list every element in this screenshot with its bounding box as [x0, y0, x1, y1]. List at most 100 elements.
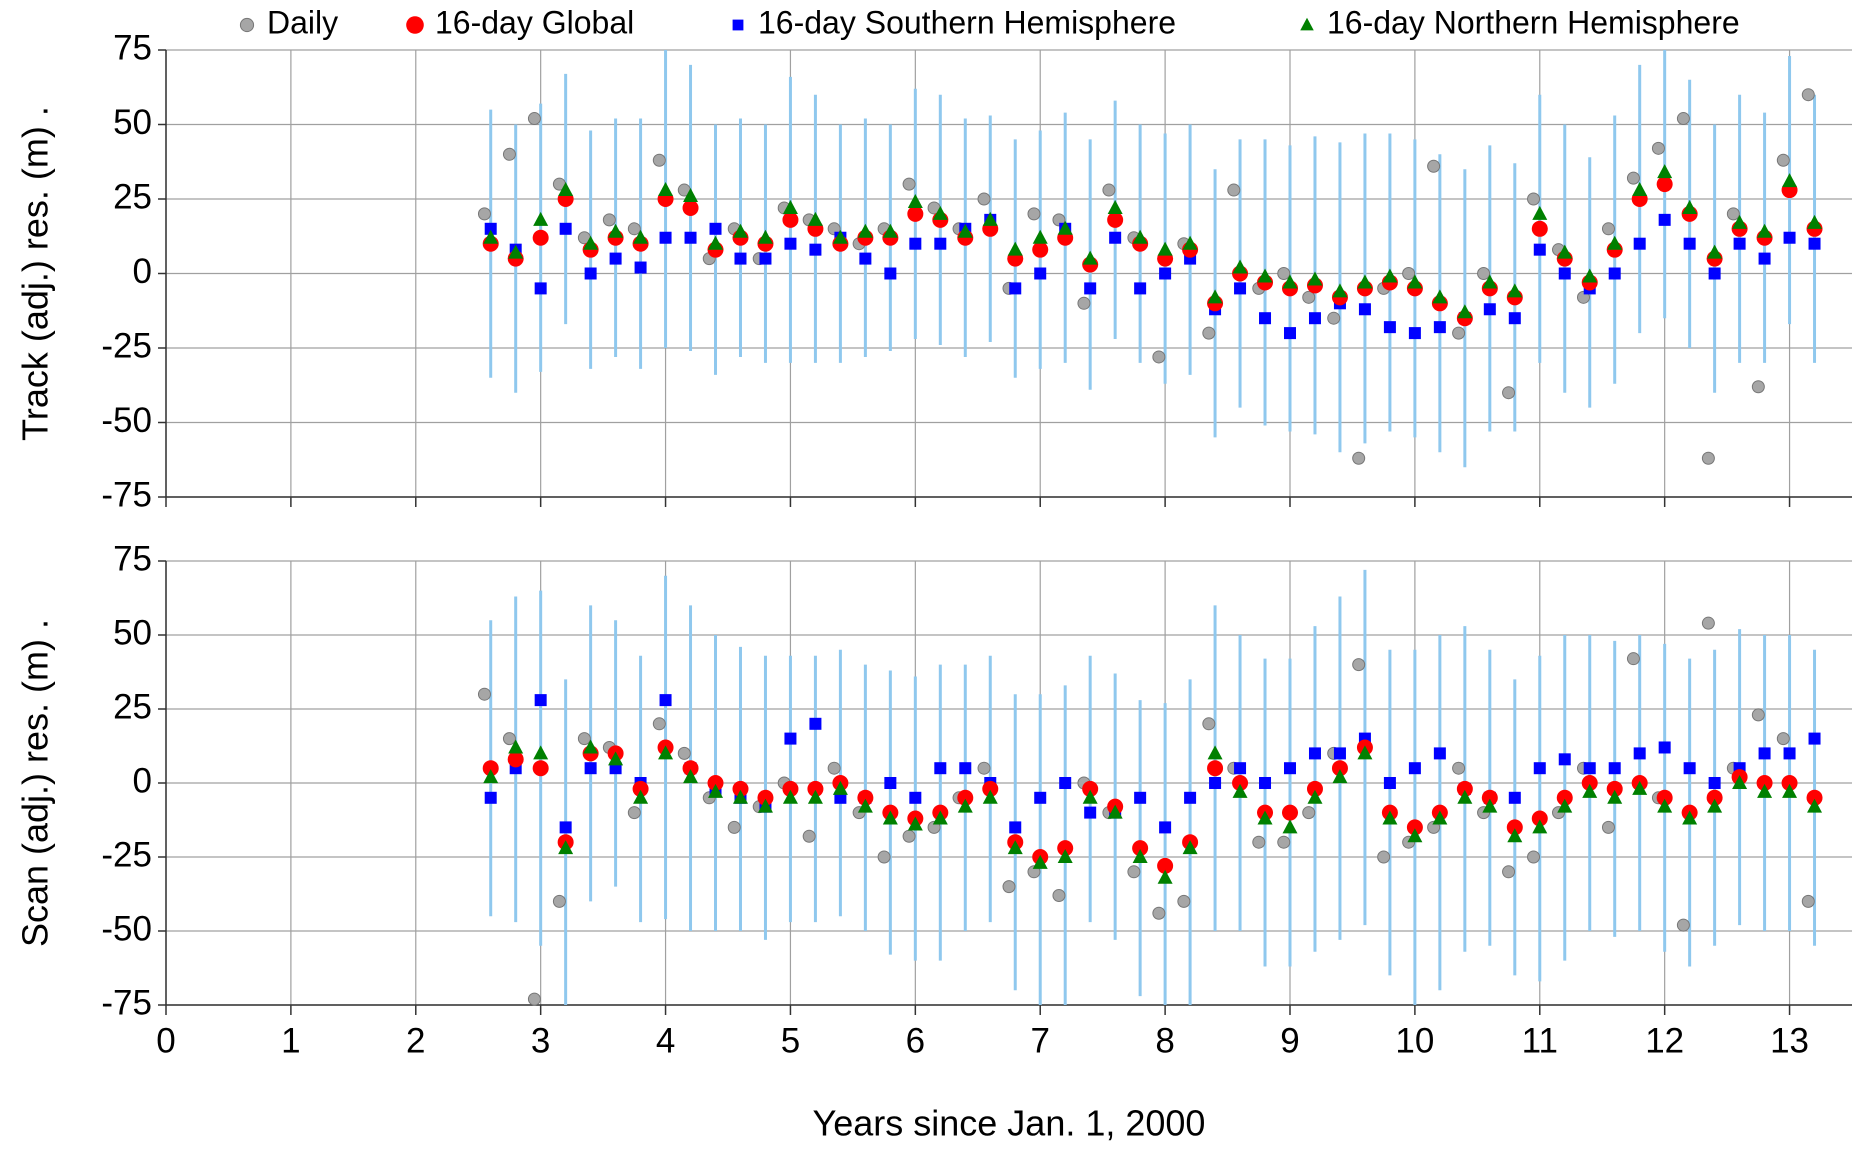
- marker-square: [1558, 267, 1571, 280]
- marker-square: [784, 237, 797, 250]
- marker-circle: [1032, 241, 1049, 258]
- marker-circle: [1452, 761, 1466, 775]
- marker-circle: [977, 761, 991, 775]
- marker-circle: [1057, 840, 1074, 857]
- marker-triangle: [1107, 199, 1123, 214]
- marker-circle: [1701, 451, 1715, 465]
- x-tick-label: 1: [281, 1021, 300, 1060]
- marker-triangle: [1232, 783, 1248, 798]
- marker-square: [884, 267, 897, 280]
- marker-triangle: [1182, 235, 1198, 250]
- marker-triangle: [708, 235, 724, 250]
- marker-triangle: [1757, 223, 1773, 238]
- marker-triangle: [1207, 745, 1223, 760]
- marker-circle: [1082, 780, 1099, 797]
- marker-circle: [627, 222, 641, 236]
- marker-circle: [532, 229, 549, 246]
- marker-circle: [1052, 888, 1066, 902]
- marker-triangle: [1307, 789, 1323, 804]
- marker-square: [934, 237, 947, 250]
- marker-circle: [1227, 183, 1241, 197]
- marker-circle: [1157, 857, 1174, 874]
- marker-triangle: [1382, 810, 1398, 825]
- marker-square: [559, 821, 572, 834]
- marker-circle: [1626, 652, 1640, 666]
- marker-triangle: [1557, 244, 1573, 259]
- marker-circle: [1751, 380, 1765, 394]
- marker-square: [1034, 267, 1047, 280]
- marker-circle: [1152, 350, 1166, 364]
- marker-triangle: [757, 229, 773, 244]
- marker-triangle: [483, 229, 499, 244]
- marker-circle: [1127, 865, 1141, 879]
- marker-circle: [682, 199, 699, 216]
- marker-square: [1408, 327, 1421, 340]
- marker-square: [1333, 747, 1346, 760]
- marker-triangle: [1032, 854, 1048, 869]
- marker-square: [659, 694, 672, 707]
- marker-triangle: [558, 182, 574, 197]
- y-tick-label: 75: [113, 28, 152, 67]
- marker-triangle: [732, 223, 748, 238]
- marker-triangle: [857, 223, 873, 238]
- marker-triangle: [1382, 268, 1398, 283]
- marker-triangle: [1482, 798, 1498, 813]
- marker-circle: [1601, 222, 1615, 236]
- marker-square: [1408, 762, 1421, 775]
- marker-square: [1034, 791, 1047, 804]
- marker-triangle: [683, 769, 699, 784]
- marker-circle: [827, 761, 841, 775]
- marker-triangle: [1782, 173, 1798, 188]
- marker-circle: [1132, 840, 1149, 857]
- x-tick-label: 12: [1645, 1021, 1684, 1060]
- y-tick-label: 75: [113, 539, 152, 578]
- marker-triangle: [633, 229, 649, 244]
- marker-circle: [477, 207, 491, 221]
- marker-circle: [1277, 835, 1291, 849]
- marker-circle: [1177, 894, 1191, 908]
- marker-circle: [1581, 775, 1598, 791]
- marker-triangle: [1082, 789, 1098, 804]
- marker-triangle: [1332, 283, 1348, 298]
- marker-square: [1658, 213, 1671, 226]
- marker-circle: [782, 211, 799, 228]
- marker-square: [584, 267, 597, 280]
- marker-square: [1783, 747, 1796, 760]
- marker-triangle: [1032, 229, 1048, 244]
- marker-circle: [982, 780, 999, 797]
- marker-square: [1608, 762, 1621, 775]
- marker-triangle: [1057, 220, 1073, 235]
- marker-square: [1608, 267, 1621, 280]
- marker-circle: [527, 992, 541, 1006]
- marker-circle: [1656, 789, 1673, 806]
- marker-triangle: [857, 798, 873, 813]
- y-tick-label: 0: [133, 761, 152, 800]
- marker-triangle: [1682, 199, 1698, 214]
- marker-circle: [902, 177, 916, 191]
- marker-square: [1308, 747, 1321, 760]
- marker-square: [1758, 252, 1771, 265]
- y-tick-label: -25: [101, 835, 152, 874]
- marker-square: [734, 252, 747, 265]
- marker-triangle: [608, 751, 624, 766]
- marker-circle: [1506, 819, 1523, 836]
- marker-square: [1433, 747, 1446, 760]
- marker-square: [1259, 312, 1272, 325]
- marker-circle: [857, 789, 874, 806]
- marker-square: [1209, 777, 1222, 789]
- marker-circle: [677, 746, 691, 760]
- marker-square: [759, 252, 772, 265]
- marker-triangle: [1257, 268, 1273, 283]
- marker-triangle: [583, 235, 599, 250]
- marker-circle: [1776, 153, 1790, 167]
- marker-triangle: [658, 182, 674, 197]
- marker-square: [1708, 777, 1721, 789]
- marker-square: [1633, 237, 1646, 250]
- x-tick-label: 10: [1395, 1021, 1434, 1060]
- marker-circle: [527, 112, 541, 126]
- marker-square: [1658, 741, 1671, 754]
- marker-square: [1558, 753, 1571, 766]
- marker-circle: [1527, 850, 1541, 864]
- marker-circle: [406, 16, 424, 34]
- marker-square: [709, 222, 722, 235]
